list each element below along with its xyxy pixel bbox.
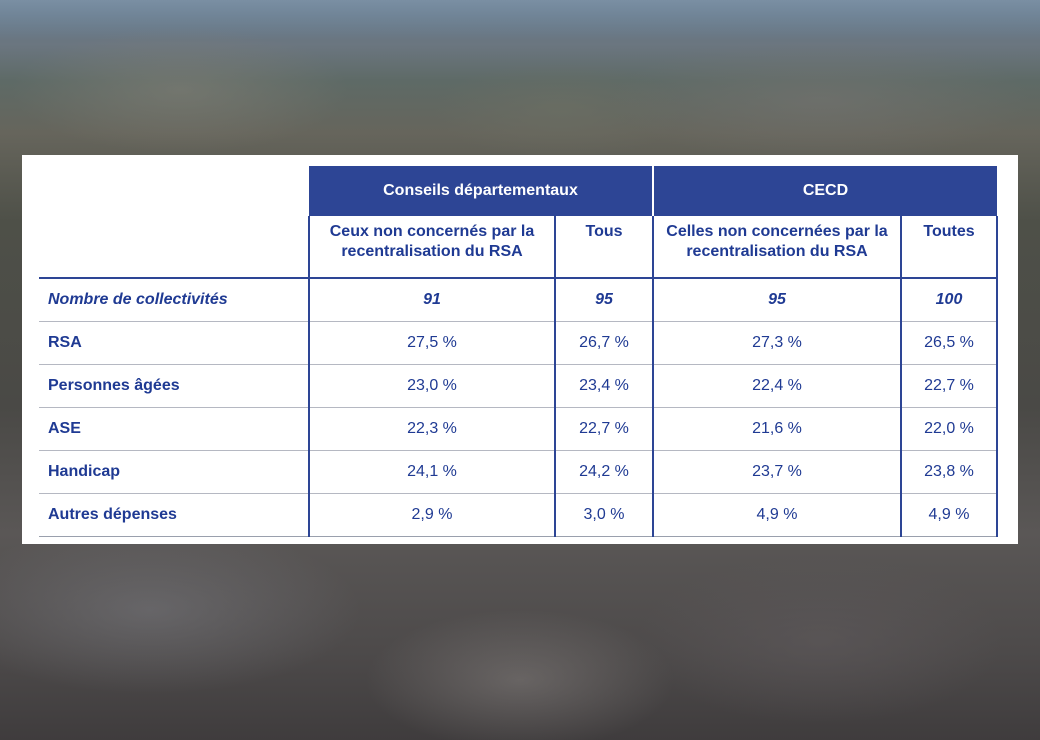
table-cell: 23,7 % [652, 450, 902, 494]
row-label: Autres dépenses [39, 493, 310, 537]
table-cell: 3,0 % [554, 493, 654, 537]
data-table: Conseils départementaux CECD Ceux non co… [39, 166, 998, 537]
table-cell: 27,5 % [308, 321, 556, 365]
table-cell: 24,2 % [554, 450, 654, 494]
table-cell: 22,7 % [554, 407, 654, 451]
table-cell: 4,9 % [900, 493, 998, 537]
row-label: ASE [39, 407, 310, 451]
sub-header-toutes: Toutes [900, 216, 998, 279]
table-cell: 22,0 % [900, 407, 998, 451]
table-cell: 22,3 % [308, 407, 556, 451]
table-cell: 22,7 % [900, 364, 998, 408]
group-header-cecd: CECD [653, 166, 997, 216]
table-row: Handicap 24,1 % 24,2 % 23,7 % 23,8 % [39, 450, 998, 494]
table-cell: 23,0 % [308, 364, 556, 408]
corner-cell [39, 166, 309, 216]
table-row: Autres dépenses 2,9 % 3,0 % 4,9 % 4,9 % [39, 493, 998, 537]
table-cell: 26,5 % [900, 321, 998, 365]
table-card: Conseils départementaux CECD Ceux non co… [22, 155, 1018, 544]
table-cell: 23,8 % [900, 450, 998, 494]
row-label: Personnes âgées [39, 364, 310, 408]
sub-header-celles-non-concernees: Celles non concernées par la recentralis… [652, 216, 902, 279]
table-row: RSA 27,5 % 26,7 % 27,3 % 26,5 % [39, 321, 998, 365]
sub-header-ceux-non-concernes: Ceux non concernés par la recentralisati… [308, 216, 556, 279]
table-row: ASE 22,3 % 22,7 % 21,6 % 22,0 % [39, 407, 998, 451]
table-cell: 95 [652, 278, 902, 322]
sub-header-tous: Tous [554, 216, 654, 279]
table-cell: 2,9 % [308, 493, 556, 537]
group-header-conseils: Conseils départementaux [309, 166, 654, 216]
row-label: RSA [39, 321, 310, 365]
table-cell: 100 [900, 278, 998, 322]
row-label: Handicap [39, 450, 310, 494]
row-label: Nombre de collectivités [39, 278, 310, 322]
table-cell: 26,7 % [554, 321, 654, 365]
table-cell: 4,9 % [652, 493, 902, 537]
table-cell: 22,4 % [652, 364, 902, 408]
table-row: Nombre de collectivités 91 95 95 100 [39, 278, 998, 322]
table-cell: 91 [308, 278, 556, 322]
table-cell: 24,1 % [308, 450, 556, 494]
background-sky [0, 0, 1040, 40]
table-cell: 21,6 % [652, 407, 902, 451]
table-cell: 27,3 % [652, 321, 902, 365]
table-cell: 23,4 % [554, 364, 654, 408]
corner-cell-sub [39, 216, 309, 279]
table-row: Personnes âgées 23,0 % 23,4 % 22,4 % 22,… [39, 364, 998, 408]
table-cell: 95 [554, 278, 654, 322]
